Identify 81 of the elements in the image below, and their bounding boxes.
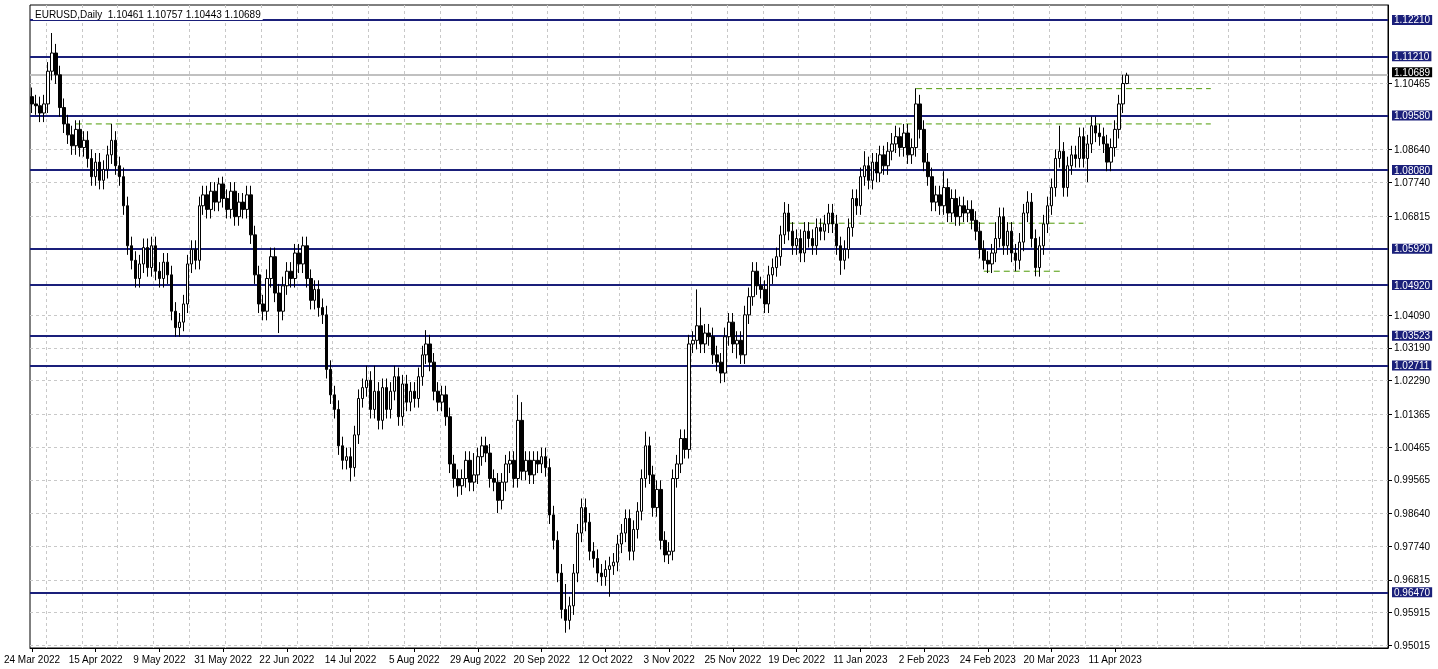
candlestick [803,221,806,263]
candlestick [687,334,691,460]
ref-line-label: 1.10689 [1394,66,1431,78]
x-tick-label: 24 Feb 2023 [959,653,1017,665]
x-tick-label: 15 Apr 2022 [68,653,124,665]
x-tick-label: 11 Apr 2023 [1088,653,1143,665]
ref-line-label: 1.04920 [1394,279,1431,291]
candlestick [209,181,213,219]
candlestick [695,288,699,350]
candlestick [472,452,476,492]
candlestick [381,378,384,430]
candlestick [369,370,372,420]
ref-line-label: 1.05920 [1394,243,1431,255]
candlestick [516,394,520,489]
x-tick-label: 20 Mar 2023 [1023,653,1080,665]
x-tick-label: 14 Jul 2022 [324,653,377,665]
candlestick [38,96,42,123]
x-tick-label: 19 Dec 2022 [768,653,826,665]
y-tick-label: 1.10465 [1394,77,1431,89]
chart-title: EURUSD,Daily 1.10461 1.10757 1.10443 1.10689 [35,8,262,20]
candlestick [162,252,165,289]
y-tick-label: 0.96815 [1394,574,1431,586]
ref-line-label: 1.03523 [1394,330,1431,342]
candlestick [146,237,149,278]
candlestick [98,152,101,190]
candlestick [906,123,910,165]
x-tick-label: 5 Aug 2022 [389,653,441,665]
x-tick-label: 12 Oct 2022 [578,653,634,665]
y-tick-label: 1.00465 [1394,441,1431,453]
candlestick [233,181,237,227]
candlestick [871,152,874,190]
x-tick-label: 20 Sep 2022 [513,653,571,665]
y-tick-label: 0.98640 [1394,507,1431,519]
y-tick-label: 1.03190 [1394,342,1431,354]
candlestick [532,450,536,485]
ref-line-label: 1.12210 [1394,14,1431,26]
candlestick [94,152,97,187]
candlestick [74,119,78,156]
candlestick [78,119,82,158]
x-tick-label: 9 May 2022 [133,653,186,665]
candlestick [468,450,472,492]
x-tick-label: 29 Aug 2022 [449,653,507,665]
candlestick [898,127,902,158]
ref-line-label: 1.11210 [1394,50,1430,62]
candlestick [815,217,818,256]
candlestick [628,508,631,561]
x-tick-label: 31 May 2022 [194,653,253,665]
candlestick [608,556,611,598]
y-tick-label: 1.02290 [1394,375,1431,387]
candlestick [293,243,297,289]
ref-line-label: 1.02711 [1394,359,1430,371]
y-tick-label: 0.95915 [1394,607,1431,619]
y-tick-label: 0.97740 [1394,540,1431,552]
candlestick [496,472,500,514]
y-tick-label: 1.06815 [1394,210,1431,222]
candlestick [878,145,882,183]
x-tick-label: 22 Jun 2022 [259,653,315,665]
y-tick-label: 0.99565 [1394,474,1431,486]
y-tick-label: 1.01365 [1394,408,1431,420]
candlestick [962,196,966,223]
x-tick-label: 25 Nov 2022 [704,653,762,665]
x-tick-label: 2 Feb 2023 [898,653,950,665]
candlestick [217,177,221,212]
ref-line-label: 0.96470 [1394,586,1431,598]
candlestick [528,450,532,485]
x-tick-label: 11 Jan 2023 [833,653,888,665]
candlestick [150,236,153,278]
y-tick-label: 1.08640 [1394,144,1431,156]
x-tick-label: 24 Mar 2022 [3,653,61,665]
ref-line-label: 1.09580 [1394,110,1431,122]
y-tick-label: 1.04090 [1394,309,1431,321]
y-tick-label: 1.07740 [1394,176,1431,188]
y-tick-label: 0.95015 [1394,639,1431,651]
candlestick [205,185,209,219]
candlestick [1078,127,1081,169]
ref-line-label: 1.08080 [1394,164,1431,176]
candlestick [954,188,958,227]
candlestick [397,367,400,427]
candlestick [1002,207,1005,256]
candlestick [540,447,543,474]
x-tick-label: 3 Nov 2022 [643,653,696,665]
